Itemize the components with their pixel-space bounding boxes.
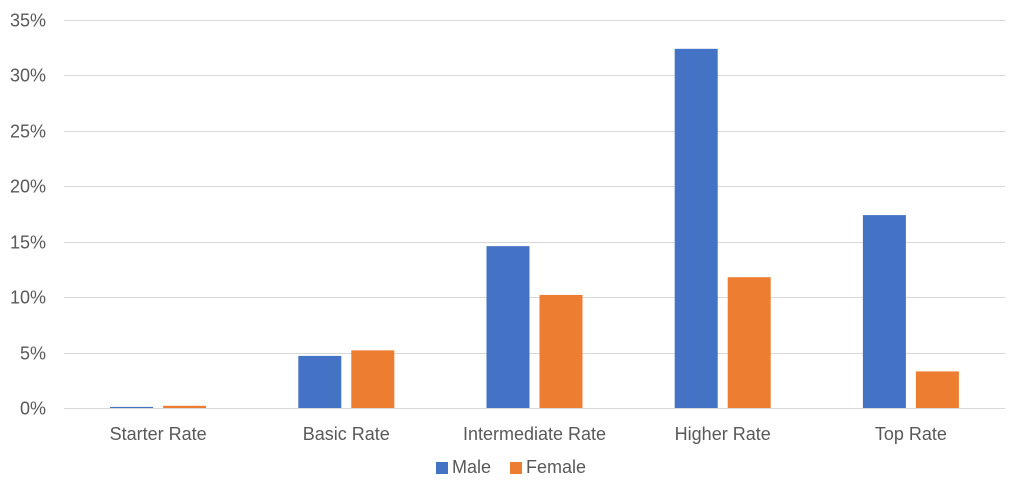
category-label: Intermediate Rate: [463, 424, 606, 444]
bar-female-basic-rate: [351, 350, 395, 408]
category-label: Starter Rate: [110, 424, 207, 444]
bar-male-basic-rate: [298, 355, 342, 408]
bar-female-starter-rate: [163, 405, 207, 408]
legend-label-male: Male: [452, 457, 491, 477]
bars: [110, 48, 959, 409]
bar-male-higher-rate: [674, 48, 718, 409]
y-tick-label: 30%: [10, 66, 46, 86]
y-tick-label: 15%: [10, 233, 46, 253]
x-axis-category-labels: Starter Rate Basic Rate Intermediate Rate H…: [110, 424, 947, 444]
y-tick-label: 25%: [10, 122, 46, 142]
y-tick-label: 10%: [10, 288, 46, 308]
legend-label-female: Female: [526, 457, 586, 477]
bar-female-top-rate: [915, 371, 959, 408]
y-tick-label: 0%: [20, 399, 46, 419]
legend: Male Female: [436, 457, 586, 477]
bar-male-starter-rate: [110, 406, 154, 408]
bar-female-higher-rate: [727, 277, 771, 408]
bar-female-intermediate-rate: [539, 294, 583, 408]
category-label: Higher Rate: [675, 424, 771, 444]
bar-male-top-rate: [862, 215, 906, 408]
y-tick-label: 35%: [10, 11, 46, 31]
gridlines: [64, 20, 1005, 409]
y-tick-label: 20%: [10, 177, 46, 197]
legend-swatch-female: [510, 462, 522, 474]
bar-male-intermediate-rate: [486, 246, 530, 408]
y-tick-label: 5%: [20, 344, 46, 364]
legend-swatch-male: [436, 462, 448, 474]
y-axis-tick-labels: 0% 5% 10% 15% 20% 25% 30% 35%: [10, 11, 46, 419]
category-label: Basic Rate: [303, 424, 390, 444]
category-label: Top Rate: [875, 424, 947, 444]
